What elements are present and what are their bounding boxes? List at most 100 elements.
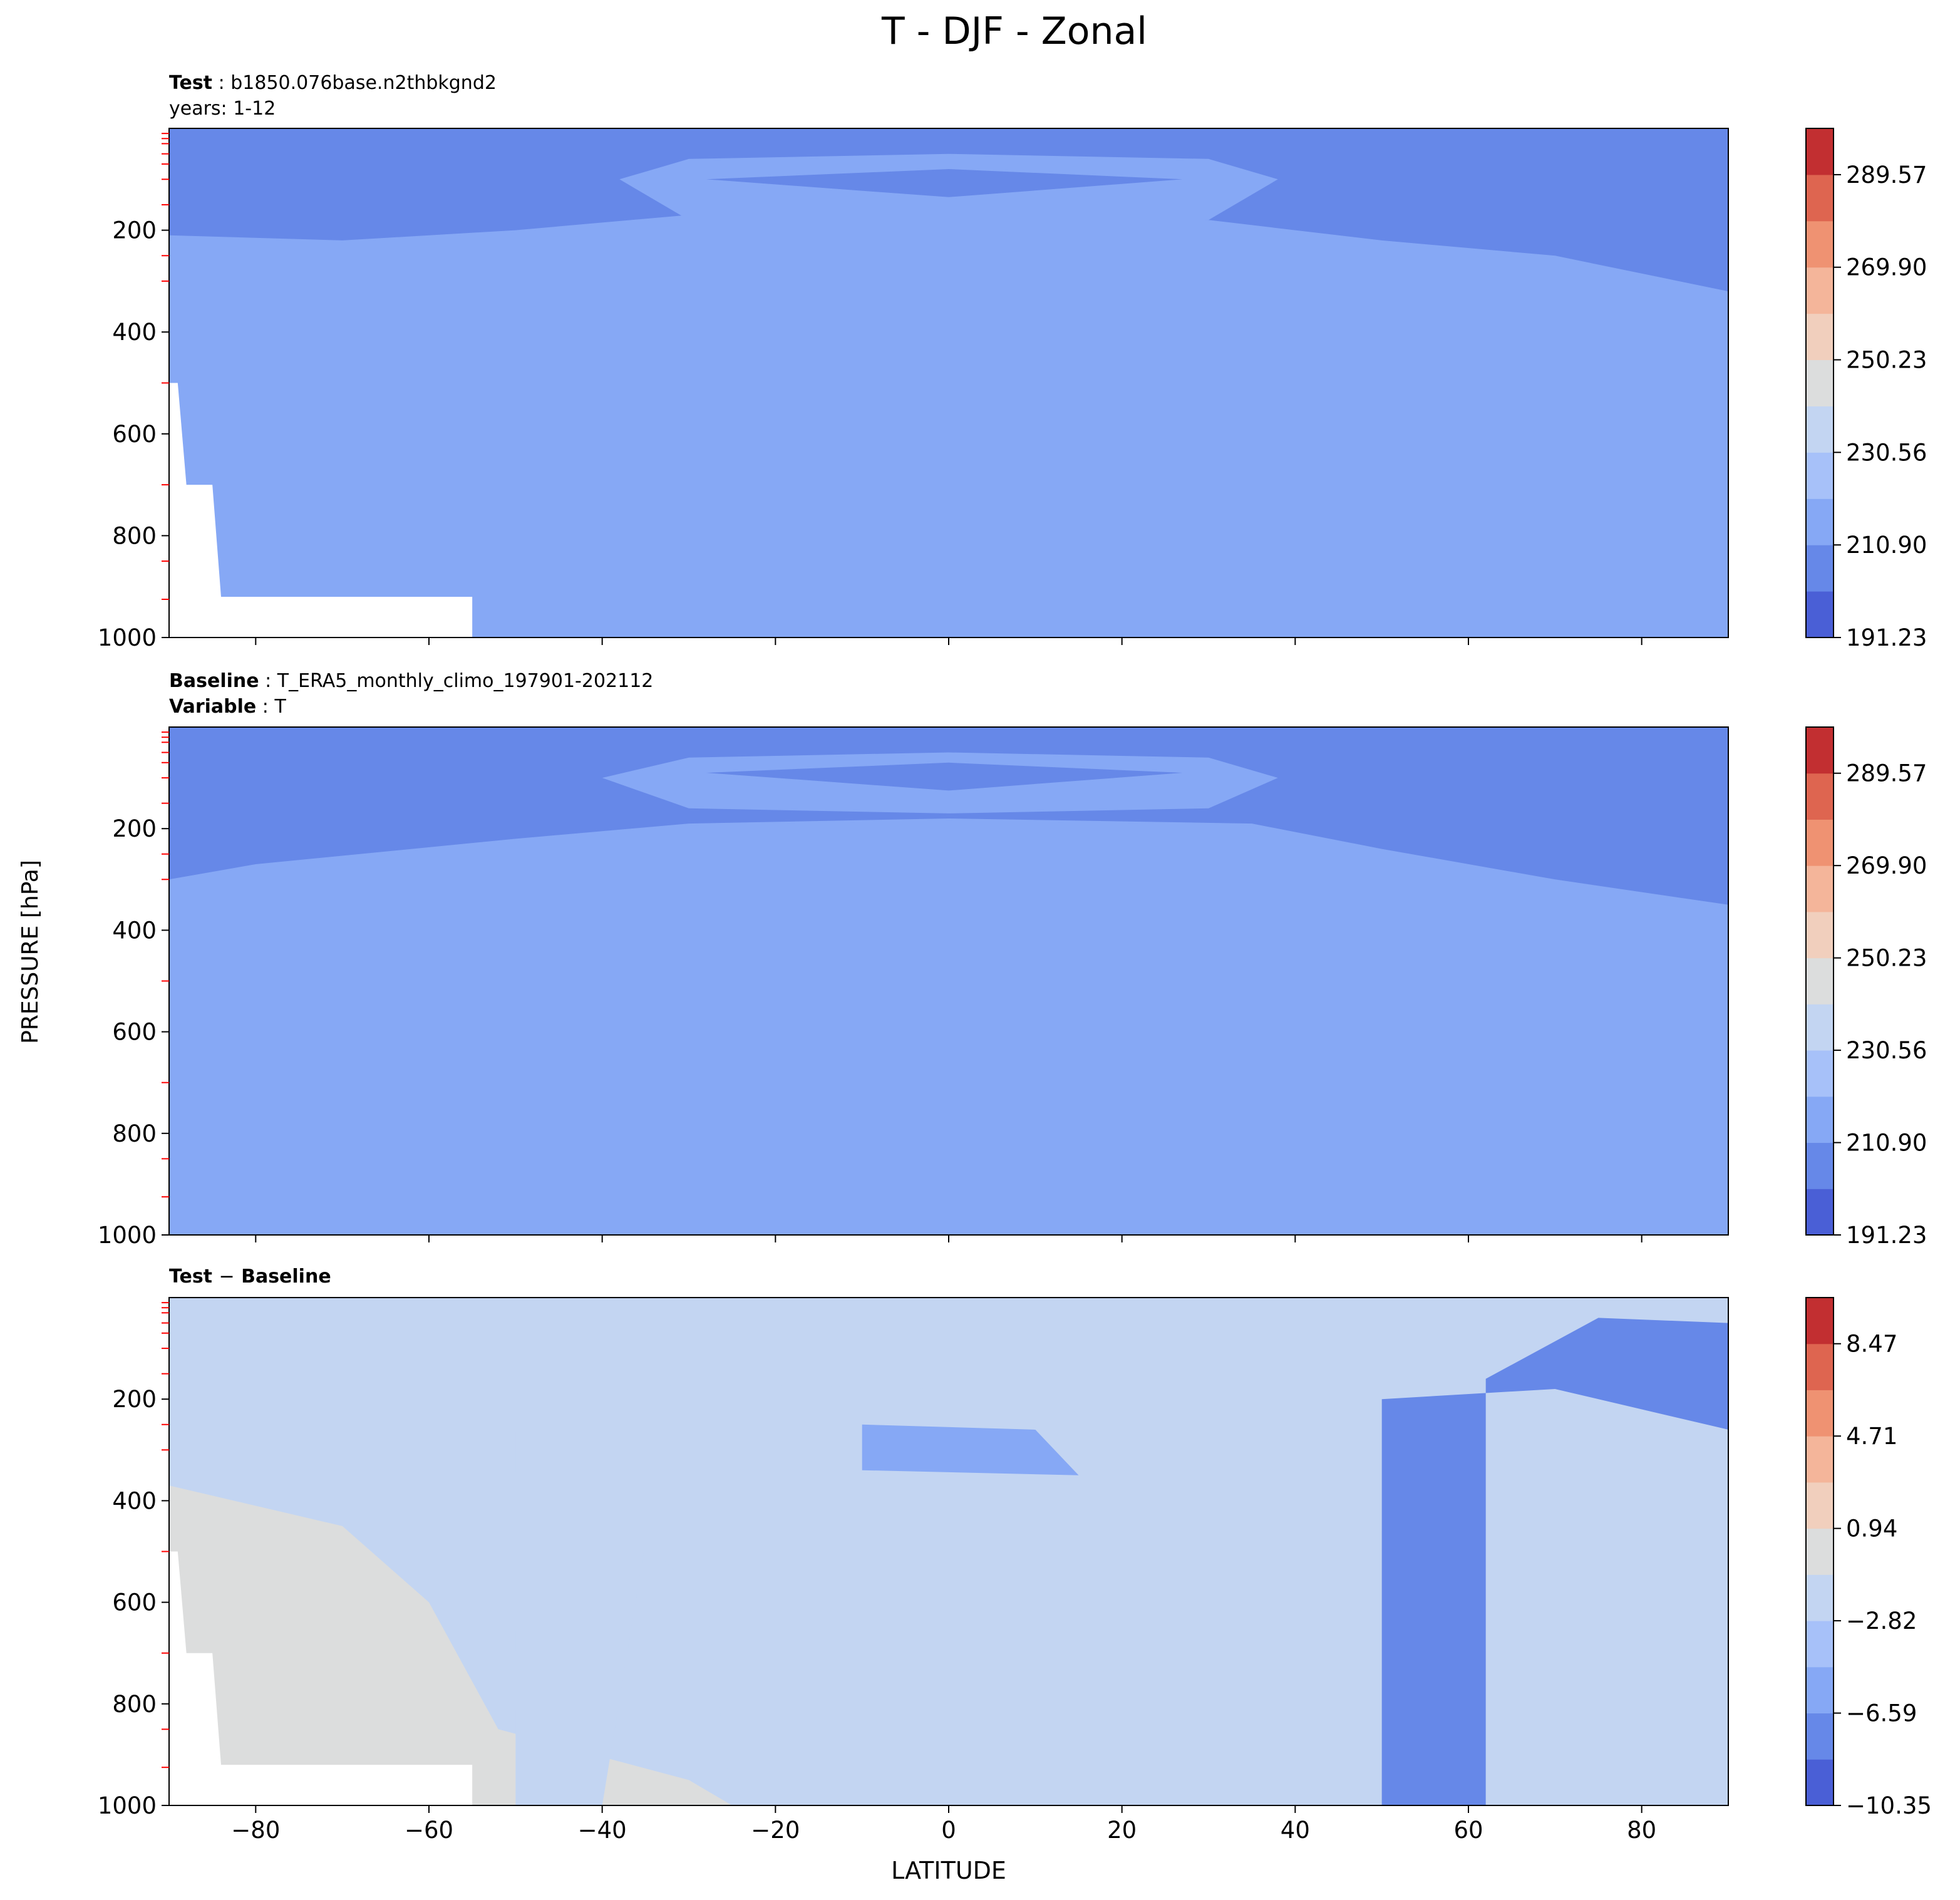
contour-level-1 — [169, 1485, 733, 1805]
suptitle: T - DJF - Zonal — [881, 9, 1147, 53]
panel-test-title: Test : b1850.076base.n2thbkgnd2 — [169, 72, 497, 94]
y-tick-label: 600 — [112, 1589, 157, 1616]
colorbar-segment — [1806, 1528, 1834, 1575]
panel-baseline-variable: Variable : T — [169, 696, 286, 718]
panel-test-title-label: Test — [169, 72, 212, 94]
y-axis-label: PRESSURE [hPa] — [18, 860, 43, 1044]
colorbar-tick-label: 289.57 — [1846, 760, 1927, 787]
y-tick-label: 600 — [112, 1019, 157, 1046]
contour-level-7 — [169, 215, 1728, 638]
colorbar-segment — [1806, 1436, 1834, 1483]
colorbar-segment — [1806, 865, 1834, 912]
colorbar-segment — [1806, 359, 1834, 406]
contour-level-9 — [706, 762, 1183, 791]
colorbar-tick-label: −6.59 — [1846, 1700, 1917, 1727]
colorbar-segment — [1806, 128, 1834, 175]
y-tick-label: 400 — [112, 1487, 157, 1514]
panel-diff-axes: 200 400 600 800 1000 −80 −60 −40 −20 0 20 40 60 80 — [98, 1297, 1729, 1844]
contour-level-4 — [1381, 1318, 1728, 1805]
colorbar-segment — [1806, 819, 1834, 866]
panel-baseline-variable-label: Variable — [169, 696, 256, 718]
panel-baseline-title: Baseline : T_ERA5_monthly_climo_197901-2… — [169, 670, 653, 692]
panel-diff-title-label: Test — [169, 1266, 212, 1288]
colorbar-segment — [1806, 958, 1834, 1004]
panel-test-plot — [169, 128, 1728, 638]
colorbar-tick-label: 210.90 — [1846, 532, 1927, 559]
y-tick-label: 200 — [112, 815, 157, 842]
y-tick-label: 1000 — [98, 624, 157, 651]
colorbar-frame — [1805, 128, 1834, 638]
y-tick-label: 800 — [112, 522, 157, 549]
colorbar-segment — [1806, 220, 1834, 268]
y-tick-label: 200 — [112, 217, 157, 244]
colorbar-tick-label: 230.56 — [1846, 439, 1927, 466]
panel-diff-title: Test − Baseline — [169, 1266, 331, 1288]
x-tick-label: −20 — [751, 1817, 800, 1844]
panel-baseline-variable-value: T — [274, 696, 286, 718]
colorbar-tick-label: −10.35 — [1846, 1792, 1932, 1819]
y-tick-label: 400 — [112, 319, 157, 346]
colorbar-segment — [1806, 911, 1834, 959]
panel-diff-title-label2: Baseline — [241, 1266, 331, 1288]
colorbar-segment — [1806, 174, 1834, 222]
x-tick-label: 20 — [1107, 1817, 1137, 1844]
missing-data-region — [169, 383, 473, 638]
colorbar-segment — [1806, 1621, 1834, 1668]
missing-data-region — [169, 1551, 473, 1805]
colorbar-segment — [1806, 1759, 1834, 1806]
y-tick-label: 200 — [112, 1386, 157, 1413]
colorbar-segment — [1806, 1666, 1834, 1714]
colorbar-segment — [1806, 1004, 1834, 1051]
colorbar-segment — [1806, 1096, 1834, 1144]
colorbar-tick-label: 250.23 — [1846, 945, 1927, 972]
colorbar-tick-label: 191.23 — [1846, 624, 1927, 651]
contour-level-3 — [862, 1424, 1079, 1475]
colorbar-segment — [1806, 1343, 1834, 1390]
colorbar-segment — [1806, 773, 1834, 820]
colorbar-tick-label: 269.90 — [1846, 852, 1927, 879]
x-tick-label: −40 — [578, 1817, 627, 1844]
x-tick-label: −80 — [231, 1817, 280, 1844]
y-tick-label: 800 — [112, 1120, 157, 1147]
colorbar-segment — [1806, 1713, 1834, 1760]
colorbar-tick-label: 191.23 — [1846, 1222, 1927, 1249]
colorbar-segment — [1806, 1574, 1834, 1621]
y-tick-label: 1000 — [98, 1222, 157, 1249]
x-tick-label: −60 — [405, 1817, 453, 1844]
colorbar-frame — [1805, 726, 1834, 1236]
x-tick-label: 60 — [1453, 1817, 1483, 1844]
contour-level-7 — [169, 818, 1728, 1235]
contour-level-2 — [515, 1383, 949, 1805]
colorbar-segment — [1806, 313, 1834, 361]
y-tick-label: 1000 — [98, 1792, 157, 1819]
panel-diff-plot — [169, 1298, 1728, 1805]
colorbar-segment — [1806, 267, 1834, 314]
colorbar-segment — [1806, 498, 1834, 545]
colorbar-tick-label: 230.56 — [1846, 1037, 1927, 1064]
x-tick-label: 80 — [1627, 1817, 1656, 1844]
x-tick-label: 40 — [1281, 1817, 1310, 1844]
panel-baseline-colorbar: 289.57 269.90 250.23 230.56 210.90 191.23 — [1805, 726, 1927, 1249]
panel-test-axes: 200 400 600 800 1000 — [98, 128, 1729, 651]
panel-baseline-title-value: T_ERA5_monthly_climo_197901-202112 — [277, 670, 654, 692]
colorbar-tick-label: 210.90 — [1846, 1130, 1927, 1157]
colorbar-tick-label: 4.71 — [1846, 1423, 1897, 1450]
panel-baseline-title-label: Baseline — [169, 670, 259, 692]
colorbar-segment — [1806, 545, 1834, 592]
x-axis-label: LATITUDE — [891, 1857, 1006, 1884]
colorbar-frame — [1805, 1297, 1834, 1806]
colorbar-tick-label: 250.23 — [1846, 347, 1927, 374]
panel-baseline-axes: 200 400 600 800 1000 — [98, 726, 1729, 1249]
y-tick-label: 800 — [112, 1691, 157, 1718]
contour-level-9 — [706, 169, 1183, 197]
panel-test-years: years: 1-12 — [169, 98, 276, 120]
colorbar-segment — [1806, 1482, 1834, 1529]
y-tick-label: 600 — [112, 421, 157, 448]
panel-test-title-value: b1850.076base.n2thbkgnd2 — [230, 72, 497, 94]
colorbar-segment — [1806, 1298, 1834, 1345]
colorbar-tick-label: 289.57 — [1846, 162, 1927, 188]
y-tick-label: 400 — [112, 917, 157, 944]
panel-diff-colorbar: 8.47 4.71 0.94 −2.82 −6.59 −10.35 — [1805, 1297, 1932, 1819]
colorbar-segment — [1806, 1142, 1834, 1189]
